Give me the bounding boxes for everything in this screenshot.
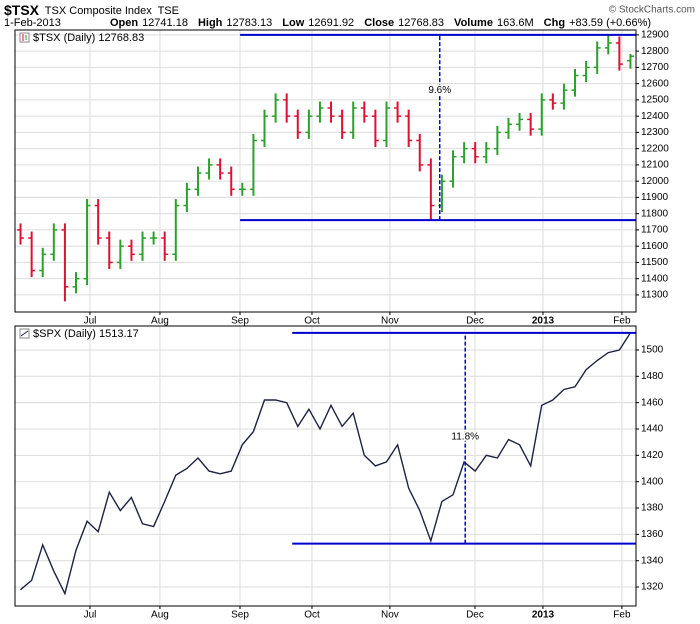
x-tick-label: Oct <box>304 610 320 621</box>
legend-label: $SPX (Daily) 1513.17 <box>33 328 139 340</box>
y-tick-label: 11400 <box>641 273 669 284</box>
quote-label: Volume <box>454 17 493 29</box>
index-name: TSX Composite Index <box>45 5 152 17</box>
y-tick-label: 11800 <box>641 208 669 219</box>
y-tick-label: 12000 <box>641 176 669 187</box>
x-tick-label: Dec <box>466 316 484 327</box>
quote-value: 12691.92 <box>308 17 354 29</box>
copyright: © StockCharts.com <box>609 5 695 16</box>
y-tick-label: 1360 <box>641 529 664 540</box>
panel-border <box>14 325 637 607</box>
quote-value: 12783.13 <box>226 17 272 29</box>
symbol: $TSX <box>4 2 40 18</box>
x-tick-label: 2013 <box>532 316 555 327</box>
y-tick-label: 12900 <box>641 30 669 41</box>
x-tick-label: Jul <box>84 610 97 621</box>
quote-label: High <box>198 17 223 29</box>
quote-label: Chg <box>544 17 565 29</box>
header-title: $TSX TSX Composite Index TSE <box>4 2 179 18</box>
y-tick-label: 1340 <box>641 555 664 566</box>
quote-label: Open <box>110 17 138 29</box>
x-tick-label: Jul <box>84 316 97 327</box>
y-tick-label: 12200 <box>641 143 669 154</box>
panel-background <box>15 326 636 606</box>
annotation-text: 11.8% <box>451 432 479 443</box>
y-tick-label: 11900 <box>641 192 669 203</box>
date: 1-Feb-2013 <box>4 17 61 29</box>
y-tick-label: 1500 <box>641 345 664 356</box>
y-tick-label: 12100 <box>641 160 669 171</box>
panel-background <box>15 30 636 312</box>
x-tick-label: Sep <box>231 610 249 621</box>
legend-icon-mark <box>20 330 29 337</box>
x-tick-label: Aug <box>151 610 169 621</box>
x-tick-label: Feb <box>613 316 631 327</box>
exchange: TSE <box>158 5 179 17</box>
x-tick-label: Dec <box>466 610 484 621</box>
y-tick-label: 12500 <box>641 95 669 106</box>
y-tick-label: 1420 <box>641 450 664 461</box>
x-tick-label: Nov <box>381 610 399 621</box>
quote-label: Close <box>364 17 394 29</box>
x-tick-label: Aug <box>151 316 169 327</box>
y-tick-label: 1380 <box>641 503 664 514</box>
quote-value: +83.59 (+0.66%) <box>569 17 651 29</box>
y-tick-label: 11700 <box>641 225 669 236</box>
y-tick-label: 11300 <box>641 290 669 301</box>
x-tick-label: Feb <box>613 610 631 621</box>
y-tick-label: 1460 <box>641 397 664 408</box>
y-tick-label: 12600 <box>641 78 669 89</box>
panel-border <box>14 29 637 313</box>
quote-label: Low <box>282 17 304 29</box>
y-tick-label: 1480 <box>641 371 664 382</box>
y-tick-label: 11600 <box>641 241 669 252</box>
x-tick-label: 2013 <box>532 610 555 621</box>
y-tick-label: 12700 <box>641 62 669 73</box>
x-tick-label: Nov <box>381 316 399 327</box>
y-tick-label: 1320 <box>641 582 664 593</box>
legend-label: $TSX (Daily) 12768.83 <box>33 32 144 44</box>
legend-icon <box>19 32 30 43</box>
y-tick-label: 12400 <box>641 111 669 122</box>
y-tick-label: 12300 <box>641 127 669 138</box>
y-tick-label: 11500 <box>641 257 669 268</box>
quote-value: 163.6M <box>497 17 534 29</box>
x-tick-label: Oct <box>304 316 320 327</box>
y-tick-label: 1400 <box>641 476 664 487</box>
x-tick-label: Sep <box>231 316 249 327</box>
y-tick-label: 12800 <box>641 46 669 57</box>
quote-line: 1-Feb-2013 Open 12741.18 High 12783.13 Low 12… <box>4 17 651 29</box>
y-tick-label: 1440 <box>641 424 664 435</box>
price-line <box>20 332 632 596</box>
annotation-text: 9.6% <box>428 85 451 96</box>
quote-value: 12768.83 <box>398 17 444 29</box>
quote-value: 12741.18 <box>142 17 188 29</box>
